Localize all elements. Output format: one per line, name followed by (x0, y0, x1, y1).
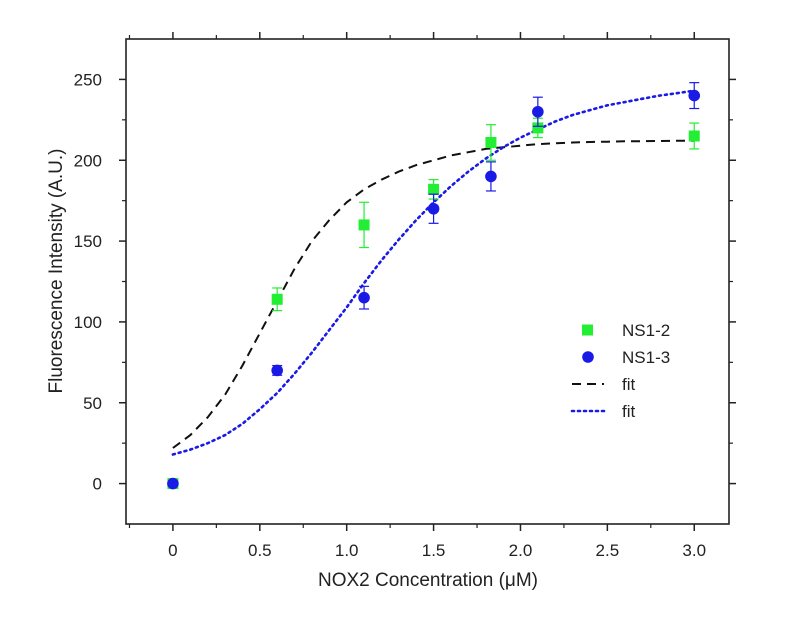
data-point-ns1-3-1 (532, 105, 544, 118)
legend-label-fit-2: fit (622, 375, 636, 394)
y-tick-label: 50 (83, 394, 102, 413)
legend-label-ns1-2-0: NS1-2 (622, 321, 670, 340)
y-axis-title: Fluorescence Intensity (A.U.) (46, 149, 67, 394)
legend: NS1-2 NS1-3 fit fit (570, 321, 670, 421)
data-point-ns1-3-1 (688, 89, 701, 102)
y-tick-label: 250 (74, 70, 102, 89)
legend-swatch-ns1-2-0 (582, 324, 593, 336)
y-tick-label: 0 (93, 475, 102, 494)
data-point-ns1-2-0 (532, 122, 544, 134)
data-point-ns1-2-0 (428, 183, 440, 195)
x-tick-label: 0 (168, 541, 177, 560)
data-point-ns1-2-0 (271, 293, 283, 305)
axis-ticks: 0 0.5 1.0 1.5 2.0 2.5 3.0 0 50 100 150 200 250 (74, 32, 736, 560)
data-point-ns1-2-0 (485, 136, 497, 148)
x-tick-label: 3.0 (682, 541, 706, 560)
data-point-ns1-3-1 (427, 202, 440, 215)
x-tick-label: 0.5 (248, 541, 272, 560)
x-tick-label: 1.0 (335, 541, 359, 560)
legend-label-fit-3: fit (622, 402, 636, 421)
data-point-ns1-3-1 (271, 364, 283, 377)
x-axis-title: NOX2 Concentration (μM) (318, 570, 538, 591)
y-tick-label: 150 (74, 232, 102, 251)
fit-line-fit-3 (171, 89, 696, 456)
data-point-ns1-3-1 (485, 170, 497, 183)
data-point-ns1-2-0 (358, 219, 370, 231)
x-tick-label: 2.0 (509, 541, 533, 560)
plot-frame (125, 38, 730, 525)
data-point-ns1-3-1 (358, 291, 370, 304)
data-point-ns1-2-0 (688, 130, 700, 142)
legend-label-ns1-3-1: NS1-3 (622, 348, 670, 367)
x-tick-label: 2.5 (596, 541, 620, 560)
x-tick-label: 1.5 (422, 541, 446, 560)
fit-line-fit-2 (172, 139, 695, 449)
fit-lines (171, 89, 696, 456)
y-tick-label: 200 (74, 151, 102, 170)
plot-area-border (125, 38, 730, 525)
data-point-ns1-3-1 (167, 477, 179, 490)
legend-swatch-ns1-3-1 (582, 351, 594, 363)
y-tick-label: 100 (74, 313, 102, 332)
data-points (167, 82, 701, 490)
